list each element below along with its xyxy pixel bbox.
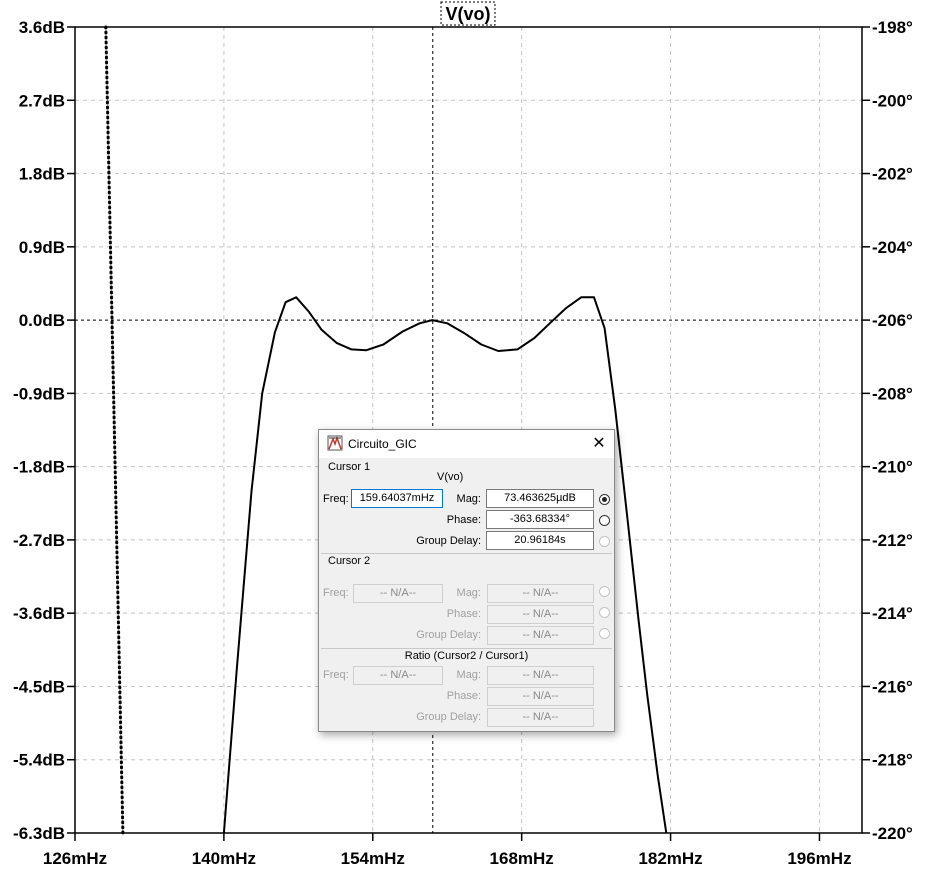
phase-trace[interactable] xyxy=(104,25,125,835)
plot-frame xyxy=(74,26,863,834)
x-tick-label: 154mHz xyxy=(341,849,405,868)
cursor1-trace-label: V(vo) xyxy=(437,471,464,483)
ratio-mag-field[interactable]: -- N/A-- xyxy=(487,666,594,685)
x-tick-label: 196mHz xyxy=(787,849,851,868)
x-tick-label: 168mHz xyxy=(490,849,554,868)
left-tick-label: -6.3dB xyxy=(13,824,65,843)
cursor1-freq-field[interactable]: 159.64037mHz xyxy=(351,489,443,508)
cursor2-phase-radio[interactable] xyxy=(599,607,610,618)
cursor1-group-delay-label: Group Delay: xyxy=(416,535,481,547)
cursor2-mag-field[interactable]: -- N/A-- xyxy=(487,584,594,603)
left-tick-label: 0.9dB xyxy=(19,238,65,257)
ratio-freq-label: Freq: xyxy=(323,669,349,681)
ratio-phase-label: Phase: xyxy=(446,690,481,702)
right-axis: -198° -200° -202° -204° -206° -208° -210° -212°… xyxy=(862,18,913,843)
left-tick-label: -4.5dB xyxy=(13,677,65,696)
dialog-titlebar[interactable]: Circuito_GIC ✕ xyxy=(319,430,614,458)
close-button[interactable]: ✕ xyxy=(592,435,606,452)
trace-title-box[interactable] xyxy=(440,1,496,26)
separator xyxy=(321,553,612,554)
ratio-phase-field[interactable]: -- N/A-- xyxy=(487,687,594,706)
left-tick-label: 2.7dB xyxy=(19,91,65,110)
ratio-group-label: Ratio (Cursor2 / Cursor1) xyxy=(404,650,529,662)
cursor1-phase-radio[interactable] xyxy=(599,515,610,526)
left-tick-label: -0.9dB xyxy=(13,384,65,403)
left-tick-label: -1.8dB xyxy=(13,458,65,477)
dialog-title: Circuito_GIC xyxy=(348,437,417,451)
right-tick-label: -206° xyxy=(872,311,913,330)
ratio-freq-field[interactable]: -- N/A-- xyxy=(353,666,443,685)
right-tick-label: -214° xyxy=(872,604,913,623)
cursor2-freq-label: Freq: xyxy=(323,587,349,599)
right-tick-label: -216° xyxy=(872,677,913,696)
cursor1-mag-label: Mag: xyxy=(456,493,481,505)
ratio-mag-label: Mag: xyxy=(456,669,481,681)
cursor1-phase-field[interactable]: -363.68334° xyxy=(486,510,594,529)
cursor2-group-delay-field[interactable]: -- N/A-- xyxy=(487,626,594,645)
cursor1-phase-label: Phase: xyxy=(446,514,481,526)
right-tick-label: -198° xyxy=(872,18,913,37)
left-tick-label: -3.6dB xyxy=(13,604,65,623)
right-tick-label: -202° xyxy=(872,165,913,184)
cursor2-group-delay-radio[interactable] xyxy=(599,628,610,639)
cursor2-mag-label: Mag: xyxy=(456,587,481,599)
cursor2-group-delay-label: Group Delay: xyxy=(416,629,481,641)
right-tick-label: -218° xyxy=(872,751,913,770)
ratio-group-delay-field[interactable]: -- N/A-- xyxy=(487,708,594,727)
left-axis: 3.6dB 2.7dB 1.8dB 0.9dB 0.0dB -0.9dB -1.8dB -2.… xyxy=(13,18,75,843)
cursor1-group-delay-field[interactable]: 20.96184s xyxy=(486,531,594,550)
cursor1-mag-radio[interactable] xyxy=(599,494,610,505)
cursor2-mag-radio[interactable] xyxy=(599,586,610,597)
right-tick-label: -200° xyxy=(872,91,913,110)
trace-title[interactable]: V(vo) xyxy=(446,4,491,24)
separator xyxy=(321,648,612,649)
x-tick-label: 182mHz xyxy=(638,849,702,868)
traces xyxy=(104,25,668,835)
cursor1-freq-label: Freq: xyxy=(323,493,349,505)
right-tick-label: -204° xyxy=(872,238,913,257)
cursor1-mag-field[interactable]: 73.463625µdB xyxy=(486,489,594,508)
x-tick-label: 126mHz xyxy=(43,849,107,868)
ltspice-app-icon xyxy=(327,435,343,451)
cursor-dialog[interactable]: Circuito_GIC ✕ Cursor 1 V(vo) Freq: 159.… xyxy=(318,429,615,732)
right-tick-label: -212° xyxy=(872,531,913,550)
left-tick-label: -2.7dB xyxy=(13,531,65,550)
right-tick-label: -208° xyxy=(872,384,913,403)
cursor2-phase-label: Phase: xyxy=(446,608,481,620)
magnitude-trace[interactable] xyxy=(222,296,668,834)
cursor2-group-label: Cursor 2 xyxy=(328,555,371,567)
ratio-group-delay-label: Group Delay: xyxy=(416,711,481,723)
x-axis: 126mHz 140mHz 154mHz 168mHz 182mHz 196mHz xyxy=(43,833,852,868)
cursor2-phase-field[interactable]: -- N/A-- xyxy=(487,605,594,624)
left-tick-label: 1.8dB xyxy=(19,165,65,184)
left-tick-label: 0.0dB xyxy=(19,311,65,330)
right-tick-label: -210° xyxy=(872,458,913,477)
right-tick-label: -220° xyxy=(872,824,913,843)
cursor2-freq-field[interactable]: -- N/A-- xyxy=(353,584,443,603)
x-tick-label: 140mHz xyxy=(192,849,256,868)
left-tick-label: -5.4dB xyxy=(13,751,65,770)
cursor1-group-delay-radio[interactable] xyxy=(599,536,610,547)
cursor1-group-label: Cursor 1 xyxy=(328,461,371,473)
left-tick-label: 3.6dB xyxy=(19,18,65,37)
